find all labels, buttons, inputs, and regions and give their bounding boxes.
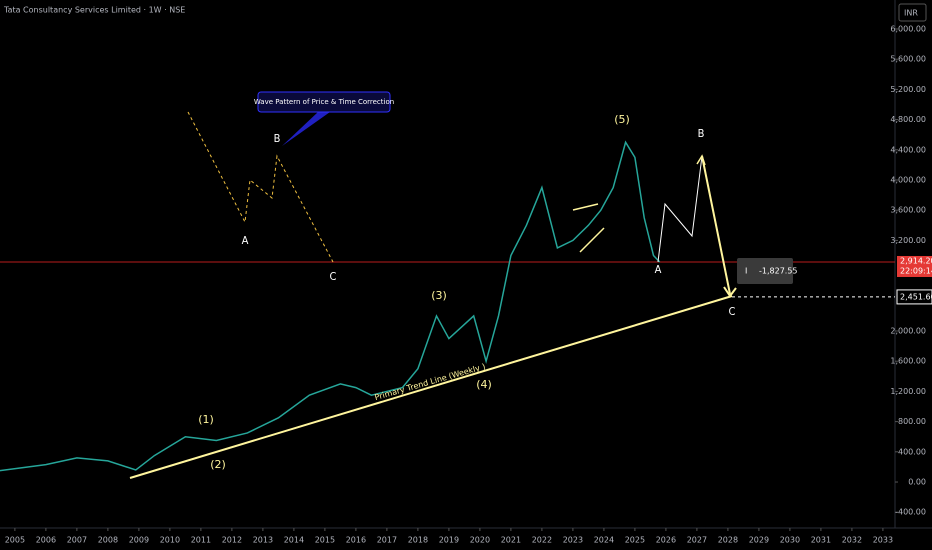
y-tick-label: 4,000.00 (890, 176, 926, 185)
x-tick-label: 2017 (377, 536, 397, 545)
target-box (896, 289, 932, 305)
wave-label: C (330, 270, 337, 283)
currency-box[interactable] (898, 3, 927, 22)
trend-line (129, 295, 733, 479)
projection-path (657, 155, 703, 263)
y-tick-label: 800.00 (898, 417, 926, 426)
wave-label: B (698, 127, 705, 140)
x-tick-label: 2029 (749, 536, 769, 545)
x-tick-label: 2021 (501, 536, 521, 545)
chart-title: Tata Consultancy Services Limited · 1W ·… (3, 6, 185, 15)
y-tick-label: -400.00 (895, 508, 926, 517)
wave-label: (1) (198, 413, 214, 426)
x-tick-label: 2013 (253, 536, 273, 545)
x-tick-label: 2018 (408, 536, 428, 545)
left-correction-drawing (187, 111, 334, 263)
x-tick-label: 2010 (160, 536, 180, 545)
x-tick-label: 2011 (191, 536, 211, 545)
y-tick-label: 5,600.00 (890, 55, 926, 64)
x-tick-label: 2009 (129, 536, 149, 545)
x-tick-label: 2033 (873, 536, 893, 545)
x-tick-label: 2015 (315, 536, 335, 545)
measure-text: -1,827.55 (759, 267, 798, 276)
callout-text: Wave Pattern of Price & Time Correction (254, 98, 394, 106)
y-tick-label: 400.00 (898, 447, 926, 456)
x-tick-label: 2019 (439, 536, 459, 545)
y-tick-label: 6,000.00 (890, 24, 926, 33)
x-tick-label: 2026 (656, 536, 676, 545)
x-tick-label: 2005 (5, 536, 25, 545)
measure-box (737, 258, 793, 284)
y-tick-label: 2,000.00 (890, 327, 926, 336)
x-tick-label: 2028 (718, 536, 738, 545)
wave-label: (5) (614, 113, 630, 126)
triangle-bottom (579, 227, 605, 253)
wave-label: C (729, 305, 736, 318)
target-label: 2,451.60 (900, 292, 932, 301)
x-tick-label: 2023 (563, 536, 583, 545)
x-tick-label: 2024 (594, 536, 614, 545)
y-tick-label: 3,600.00 (890, 206, 926, 215)
x-tick-label: 2027 (687, 536, 707, 545)
countdown: 22:09:14 (900, 266, 932, 275)
x-tick-label: 2025 (625, 536, 645, 545)
x-tick-label: 2007 (67, 536, 87, 545)
x-tick-label: 2016 (346, 536, 366, 545)
y-tick-label: 1,200.00 (890, 387, 926, 396)
wave-label: (3) (431, 289, 447, 302)
x-tick-label: 2031 (811, 536, 831, 545)
x-tick-label: 2022 (532, 536, 552, 545)
currency[interactable]: INR (904, 9, 918, 18)
projection-arrow-c (723, 286, 737, 298)
y-tick-label: 4,800.00 (890, 115, 926, 124)
last-price-label: 2,914.20 (900, 256, 932, 265)
wave-label: A (242, 234, 249, 247)
x-tick-label: 2020 (470, 536, 490, 545)
y-tick-label: 4,400.00 (890, 145, 926, 154)
wave-label: (2) (210, 458, 226, 471)
x-tick-label: 2030 (780, 536, 800, 545)
wave-label: B (274, 132, 281, 145)
y-tick-label: 0.00 (908, 478, 926, 487)
measure-icon: I (745, 267, 747, 276)
callout-pointer (282, 112, 330, 146)
x-tick-label: 2008 (98, 536, 118, 545)
y-tick-label: 5,200.00 (890, 85, 926, 94)
wave-label: (4) (476, 378, 492, 391)
x-tick-label: 2014 (284, 536, 304, 545)
price-line (0, 140, 661, 472)
callout-box (257, 91, 391, 113)
x-tick-label: 2032 (842, 536, 862, 545)
wave-label: A (655, 263, 662, 276)
projection-down (701, 155, 731, 295)
x-tick-label: 2006 (36, 536, 56, 545)
last-price-box (897, 255, 932, 277)
y-tick-label: 3,200.00 (890, 236, 926, 245)
y-tick-label: 1,600.00 (890, 357, 926, 366)
x-tick-label: 2012 (222, 536, 242, 545)
triangle-top (572, 203, 599, 211)
